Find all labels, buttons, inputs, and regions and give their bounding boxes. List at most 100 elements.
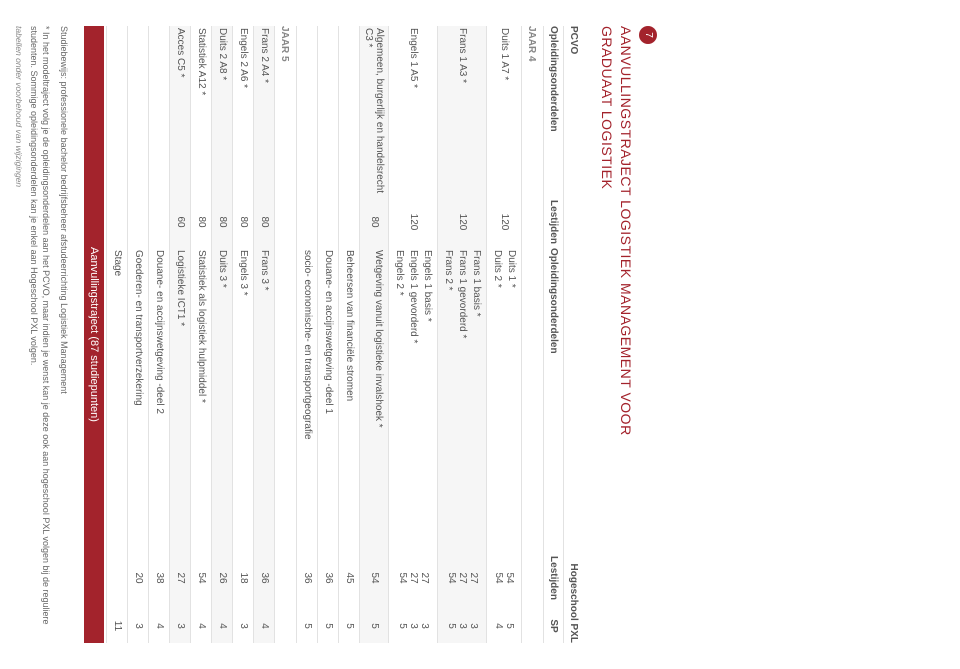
hdr-pxl: Hogeschool PXL [568,477,579,644]
cell-subcourses: Statistiek als logistiek hulpmiddel * [191,248,211,547]
cell-sub-lestijden: 272754 [438,547,486,609]
hdr-lest: Lestijden [548,196,559,248]
cell-lestijden: 120 [389,196,437,248]
table-row: Engels 2 A6 *80Engels 3 *183 [232,26,253,643]
cell-lestijden: 80 [254,196,274,248]
cell-lestijden: 80 [212,196,232,248]
cell-subcourses: Stage [107,248,127,547]
cell-subcourses: Douane- en accijnswetgeving -deel 1 [318,248,338,547]
cell-sp: 335 [438,609,486,643]
cell-course: Engels 1 A5 * [389,26,437,196]
cell-lestijden: 80 [233,196,253,248]
table-row: Duits 1 A7 *120Duits 1 *Duits 2 *545454 [486,26,521,643]
cell-sp: 3 [233,609,253,643]
cell-sp: 4 [212,609,232,643]
cell-subcourses: socio- economische- en transportgeografi… [297,248,317,547]
cell-subcourses: Douane- en accijnswetgeving -deel 2 [149,248,169,547]
study-note: Studiebewijs: professionele bachelor bed… [58,26,70,643]
table-row: Goederen- en transportverzekering203 [127,26,148,643]
cell-course [339,26,359,196]
cell-sp: 335 [389,609,437,643]
hdr-lest2: Lestijden [548,547,559,609]
disclaimer: tabellen onder voorbehoud van wijziginge… [14,26,24,643]
cell-course [318,26,338,196]
title-line2: GRADUAAT LOGISTIEK [599,26,615,189]
cell-subcourses: Engels 1 basis *Engels 1 gevorderd *Enge… [389,248,437,547]
hdr-pcvo: PCVO [568,26,579,196]
cell-sub-lestijden: 27 [170,547,190,609]
cell-sp: 11 [107,609,127,643]
cell-sub-lestijden: 18 [233,547,253,609]
total-bar: Aanvullingstraject (87 studiepunten) [84,26,104,643]
hdr-sp: SP [548,609,559,643]
cell-lestijden [318,196,338,248]
cell-lestijden [107,196,127,248]
cell-course: Frans 2 A4 * [254,26,274,196]
table-row: socio- economische- en transportgeografi… [296,26,317,643]
table-row: Douane- en accijnswetgeving -deel 1365 [317,26,338,643]
cell-course: Engels 2 A6 * [233,26,253,196]
cell-sub-lestijden: 54 [191,547,211,609]
cell-lestijden [339,196,359,248]
cell-subcourses: Wetgeving vanuit logistieke invalshoek * [360,248,388,547]
cell-course [297,26,317,196]
table-row: Frans 2 A4 *80Frans 3 *364 [253,26,274,643]
table-subheader: Opleidingsonderdelen Lestijden Opleiding… [543,26,563,643]
cell-sp: 5 [339,609,359,643]
cell-subcourses: Goederen- en transportverzekering [128,248,148,547]
cell-sp: 3 [128,609,148,643]
cell-sub-lestijden: 26 [212,547,232,609]
footnote: * In het modeltraject volg je de opleidi… [28,26,52,643]
hdr-opl2: Opleidingsonderdelen [548,248,559,547]
table-row: Douane- en accijnswetgeving -deel 2384 [148,26,169,643]
cell-lestijden [297,196,317,248]
cell-subcourses: Engels 3 * [233,248,253,547]
cell-sub-lestijden: 20 [128,547,148,609]
cell-sub-lestijden [107,547,127,609]
cell-course [149,26,169,196]
cell-sp: 4 [149,609,169,643]
cell-sub-lestijden: 272754 [389,547,437,609]
cell-subcourses: Frans 3 * [254,248,274,547]
table-row: Statistiek A12 *80Statistiek als logisti… [190,26,211,643]
cell-course: Algemeen, burgerlijk en handelsrecht C3 … [360,26,388,196]
table-row: Engels 1 A5 *120Engels 1 basis *Engels 1… [388,26,437,643]
cell-subcourses: Logistieke ICT1 * [170,248,190,547]
table-row: Algemeen, burgerlijk en handelsrecht C3 … [359,26,388,643]
cell-lestijden: 60 [170,196,190,248]
cell-sub-lestijden: 36 [254,547,274,609]
page-left: 7 AANVULLINGSTRAJECT LOGISTIEK MANAGEMEN… [0,0,669,669]
cell-sp: 3 [170,609,190,643]
cell-sub-lestijden: 5454 [487,547,521,609]
cell-lestijden [128,196,148,248]
cell-sp: 5 [297,609,317,643]
cell-course [128,26,148,196]
table-row: Stage 11 [106,26,127,643]
table-header: PCVO Hogeschool PXL [563,26,583,643]
cell-subcourses: Duits 3 * [212,248,232,547]
table-row: Beheersen van financiële stromen455 [338,26,359,643]
cell-lestijden: 80 [191,196,211,248]
table-row: Acces C5 *60Logistieke ICT1 *273 [169,26,190,643]
cell-course: Acces C5 * [170,26,190,196]
cell-sp: 5 [318,609,338,643]
table: PCVO Hogeschool PXL Opleidingsonderdelen… [84,26,583,643]
table-row: Duits 2 A8 *80Duits 3 *264 [211,26,232,643]
cell-lestijden: 80 [360,196,388,248]
page-title: AANVULLINGSTRAJECT LOGISTIEK MANAGEMENT … [597,26,635,643]
year-5-label: JAAR 5 [274,26,296,643]
cell-sub-lestijden: 54 [360,547,388,609]
cell-lestijden: 120 [487,196,521,248]
cell-subcourses: Beheersen van financiële stromen [339,248,359,547]
cell-course: Duits 1 A7 * [487,26,521,196]
cell-subcourses: Frans 1 basis *Frans 1 gevorderd *Frans … [438,248,486,547]
hdr-opl: Opleidingsonderdelen [548,26,559,196]
cell-course: Statistiek A12 * [191,26,211,196]
cell-sp: 5 [360,609,388,643]
cell-sp: 4 [191,609,211,643]
cell-sub-lestijden: 36 [297,547,317,609]
cell-sub-lestijden: 45 [339,547,359,609]
cell-course [107,26,127,196]
cell-course: Duits 2 A8 * [212,26,232,196]
cell-sp: 54 [487,609,521,643]
